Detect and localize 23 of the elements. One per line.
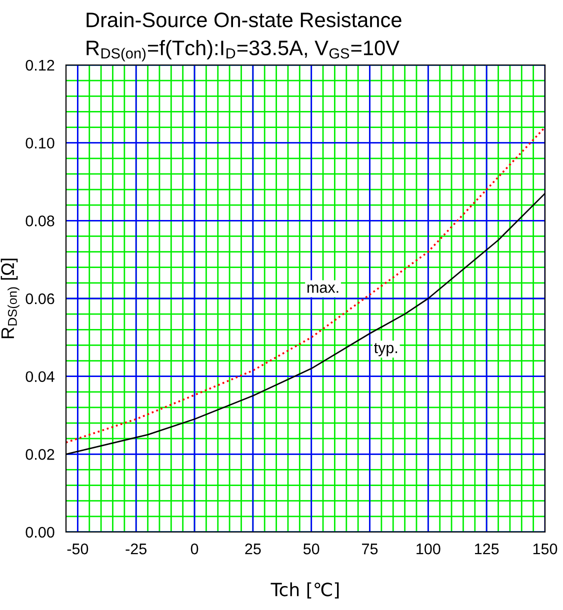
x-tick-label: 50 bbox=[303, 544, 320, 554]
x-tick-label: 150 bbox=[533, 544, 558, 554]
y-axis-title: R$_{DS(on)}$ [Ω] bbox=[0, 258, 20, 338]
annotation: max. bbox=[307, 284, 338, 293]
x-tick-label: 75 bbox=[362, 544, 378, 554]
annotation: typ. bbox=[374, 343, 398, 356]
x-tick-label: 25 bbox=[245, 544, 261, 554]
y-tick-label: 0.00 bbox=[26, 526, 54, 538]
chart-title: Drain-Source On-state Resistance bbox=[86, 12, 402, 28]
y-tick-label: 0.10 bbox=[26, 138, 54, 149]
y-tick-label: 0.04 bbox=[26, 371, 54, 382]
x-tick-label: -25 bbox=[126, 544, 146, 554]
y-tick-label: 0.12 bbox=[26, 60, 54, 71]
y-tick-label: 0.08 bbox=[26, 216, 54, 226]
x-axis-title: Tch [℃] bbox=[270, 582, 339, 598]
y-tick-label: 0.02 bbox=[26, 449, 54, 460]
chart-subtitle: R$_{DS(on)}$=f(Tch):I$_{D}$=33.5A, V$_{GS}$=10V bbox=[86, 40, 400, 62]
x-tick-label: -50 bbox=[67, 544, 88, 554]
y-tick-label: 0.06 bbox=[26, 293, 54, 304]
x-tick-label: 100 bbox=[416, 544, 440, 554]
x-tick-label: 0 bbox=[190, 544, 198, 554]
line-series bbox=[66, 126, 545, 444]
x-tick-label: 125 bbox=[475, 544, 499, 554]
